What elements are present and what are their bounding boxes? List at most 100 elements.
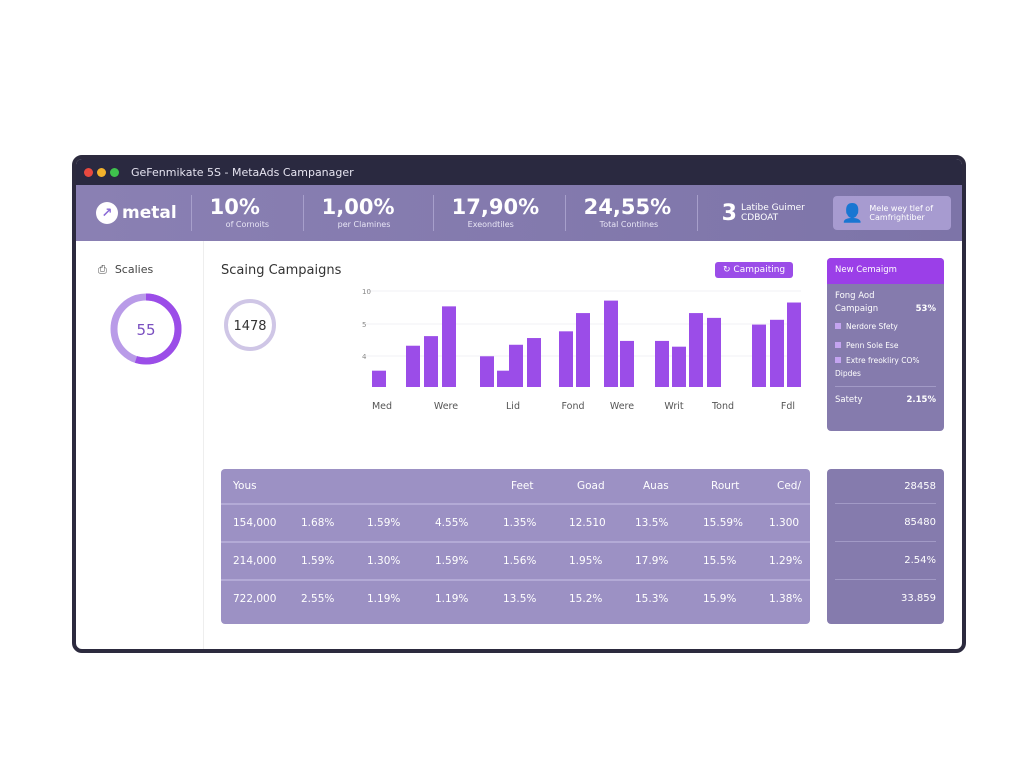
x-tick-label: Fdl xyxy=(781,401,795,412)
gauge-value: 55 xyxy=(136,321,155,339)
table-cell: 1.68% xyxy=(301,517,335,529)
brand-logo[interactable]: ↗ metal xyxy=(76,195,192,231)
bar xyxy=(406,345,420,387)
kpi-value: 24,55% xyxy=(583,195,672,219)
refresh-icon: ↻ xyxy=(723,265,734,275)
profile-text: Mele wey tlef of Camfrightiber xyxy=(869,204,934,222)
x-tick-label: Were xyxy=(434,401,458,412)
minimize-button[interactable] xyxy=(97,167,106,177)
title-bar: GeFenmikate 5S - MetaAds Campanager xyxy=(76,159,962,185)
window-title: GeFenmikate 5S - MetaAds Campanager xyxy=(131,165,354,179)
checkbox-icon xyxy=(835,342,841,348)
total-value: 85480 xyxy=(835,503,936,541)
logo-icon: ↗ xyxy=(96,202,118,224)
card-item[interactable]: Extre freokliry CO% Dipdes xyxy=(835,354,936,380)
card-item[interactable]: Nerdore Sfety xyxy=(835,320,936,333)
table-cell: 722,000 xyxy=(233,593,277,605)
table-cell: 1.38% xyxy=(769,593,803,605)
total-value: 33.859 xyxy=(835,579,936,617)
table-cell: 15.9% xyxy=(703,593,737,605)
bag-icon: ⎙ xyxy=(98,263,107,276)
card-item[interactable]: Penn Sole Ese xyxy=(835,339,936,352)
card-percent: 53% xyxy=(915,304,936,314)
x-tick-label: Med xyxy=(372,401,392,412)
table-cell: 1.19% xyxy=(367,593,401,605)
total-value: 2.54% xyxy=(835,541,936,579)
table-row[interactable]: 154,000 1.68% 1.59% 4.55% 1.35% 12.510 13.5% 15… xyxy=(221,503,810,541)
table-cell: 1.95% xyxy=(569,555,603,567)
column-header: Auas xyxy=(643,480,669,492)
bar xyxy=(770,319,784,387)
footer-value: 2.15% xyxy=(906,395,937,405)
table-cell: 1.59% xyxy=(301,555,335,567)
bar xyxy=(689,313,703,387)
close-button[interactable] xyxy=(84,167,93,177)
table-cell: 12.510 xyxy=(569,517,606,529)
card-title-1: Fong Aod xyxy=(835,291,875,301)
progress-gauge: 55 xyxy=(110,293,182,365)
new-campaign-card: New Cemaigm Fong Aod Campaign 53% Nerdore… xyxy=(827,258,944,431)
x-tick-label: Were xyxy=(610,401,634,412)
table-cell: 15.3% xyxy=(635,593,669,605)
bar xyxy=(480,356,494,387)
table-header: Yous Feet Goad Auas Rourt Ced/ xyxy=(221,469,810,503)
column-header: Feet xyxy=(511,480,534,492)
maximize-button[interactable] xyxy=(110,167,119,177)
kpi-label: Exeondtiles xyxy=(467,220,514,229)
card-header[interactable]: New Cemaigm xyxy=(827,258,944,284)
table-cell: 1.59% xyxy=(435,555,469,567)
table-cell: 1.59% xyxy=(367,517,401,529)
column-header: Yous xyxy=(233,480,257,492)
totals-card: 28458 85480 2.54% 33.859 xyxy=(827,469,944,624)
column-header: Ced/ xyxy=(777,480,801,492)
table-cell: 1.30% xyxy=(367,555,401,567)
profile-card[interactable]: 👤 Mele wey tlef of Camfrightiber xyxy=(832,196,951,230)
bar xyxy=(442,306,456,387)
campaigns-button[interactable]: ↻ Campaiting xyxy=(715,262,794,278)
x-tick-label: Lid xyxy=(506,401,520,412)
column-header: Rourt xyxy=(711,480,740,492)
kpi-5: 3 Latibe Guimer CDBOAT xyxy=(698,201,817,226)
kpi-value: 1,00% xyxy=(321,195,395,219)
main-title: Scaing Campaigns xyxy=(221,263,342,278)
kpi-label: Total Contilnes xyxy=(599,220,659,229)
checkbox-icon xyxy=(835,357,841,363)
card-item-label: Nerdore Sfety xyxy=(846,322,898,331)
kpi-4: 24,55% Total Contilnes xyxy=(566,195,698,231)
bar xyxy=(424,336,438,387)
brand-name: metal xyxy=(122,203,177,223)
table-cell: 17.9% xyxy=(635,555,669,567)
sidebar: ⎙ Scalies 55 xyxy=(76,241,204,649)
user-icon: 👤 xyxy=(840,202,864,224)
app-window: GeFenmikate 5S - MetaAds Campanager ↗ met… xyxy=(72,155,966,653)
bar xyxy=(620,340,634,387)
table-cell: 4.55% xyxy=(435,517,469,529)
kpi-3: 17,90% Exeondtiles xyxy=(434,195,566,231)
table-cell: 1.29% xyxy=(769,555,803,567)
x-tick-label: Writ xyxy=(664,401,684,412)
kpi-2: 1,00% per Clamines xyxy=(304,195,434,231)
campaign-table: Yous Feet Goad Auas Rourt Ced/154,000 1.68% 1.5… xyxy=(221,469,810,624)
y-tick-label: 5 xyxy=(362,321,366,329)
kpi-1: 10% of Cornoits xyxy=(192,195,304,231)
kpi-label: per Clamines xyxy=(337,220,391,229)
kpi-bar: ↗ metal 10% of Cornoits 1,00% per Clamines … xyxy=(76,185,962,241)
x-tick-label: Tond xyxy=(711,401,734,412)
bar xyxy=(787,302,801,387)
table-cell: 13.5% xyxy=(635,517,669,529)
table-cell: 154,000 xyxy=(233,517,277,529)
card-item-label: Extre freokliry CO% Dipdes xyxy=(835,356,920,378)
bar xyxy=(559,331,573,387)
table-row[interactable]: 722,000 2.55% 1.19% 1.19% 13.5% 15.2% 15.3% 15.… xyxy=(221,579,810,617)
table-row[interactable]: 214,000 1.59% 1.30% 1.59% 1.56% 1.95% 17.9% 15.… xyxy=(221,541,810,579)
card-title-2: Campaign xyxy=(835,304,879,314)
y-tick-label: 4 xyxy=(362,353,367,361)
bar xyxy=(752,324,766,387)
bar xyxy=(604,300,618,387)
table-cell: 15.59% xyxy=(703,517,744,529)
sidebar-title-text: Scalies xyxy=(114,263,154,276)
sidebar-title[interactable]: ⎙ Scalies xyxy=(98,263,153,277)
table-cell: 1.300 xyxy=(769,517,800,529)
column-header: Goad xyxy=(577,480,605,492)
bar-chart: 1054MedWereLidFondWereWritTondFdlBat xyxy=(362,288,801,412)
